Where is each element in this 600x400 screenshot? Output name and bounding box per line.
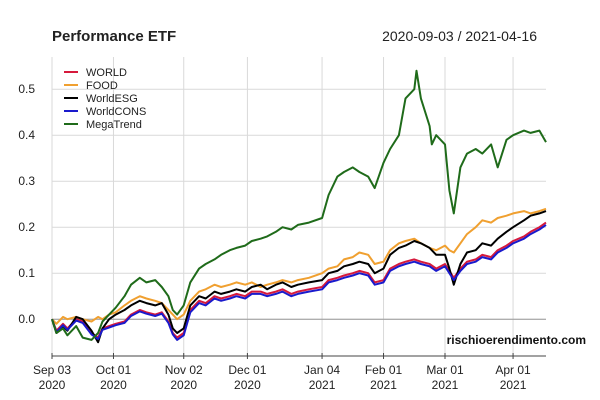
x-tick-year: 2020 [100,378,127,392]
grid-layer [51,57,546,356]
chart-title: Performance ETF [52,28,176,45]
y-tick-label: 0.1 [18,266,35,280]
series-line-worldcons [51,224,547,341]
x-tick-label: Feb 01 [365,363,403,377]
x-tick-year: 2021 [309,378,336,392]
y-tick-label: 0.0 [18,312,35,326]
legend-label-world: WORLD [86,67,127,79]
x-tick-year: 2021 [370,378,397,392]
x-tick-label: Mar 01 [426,363,464,377]
y-tick-label: 0.2 [18,220,35,234]
x-tick-label: Oct 01 [96,363,132,377]
series-layer [51,69,547,344]
legend-label-worldesg: WorldESG [86,93,138,105]
x-tick-year: 2020 [234,378,261,392]
y-tick-label: 0.3 [18,174,35,188]
y-tick-label: 0.4 [18,128,35,142]
x-tick-year: 2021 [500,378,527,392]
watermark-text: rischioerendimento.com [447,333,586,347]
legend-label-megatrend: MegaTrend [86,119,142,131]
series-line-megatrend [51,69,547,341]
series-line-worldesg [51,210,547,344]
x-tick-label: Jan 04 [304,363,340,377]
x-tick-label: Apr 01 [495,363,531,377]
x-tick-year: 2020 [170,378,197,392]
legend-label-worldcons: WorldCONS [86,106,146,118]
date-range-label: 2020-09-03 / 2021-04-16 [382,28,537,44]
x-tick-label: Sep 03 [33,363,71,377]
x-tick-year: 2020 [39,378,66,392]
y-tick-label: 0.5 [18,82,35,96]
x-tick-label: Dec 01 [228,363,266,377]
x-tick-year: 2021 [432,378,459,392]
series-line-food [51,207,547,325]
legend-label-food: FOOD [86,80,118,92]
x-tick-label: Nov 02 [165,363,203,377]
